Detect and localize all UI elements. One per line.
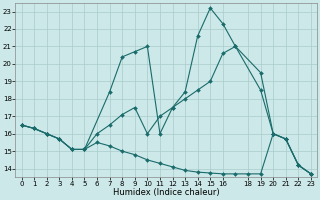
- X-axis label: Humidex (Indice chaleur): Humidex (Indice chaleur): [113, 188, 220, 197]
